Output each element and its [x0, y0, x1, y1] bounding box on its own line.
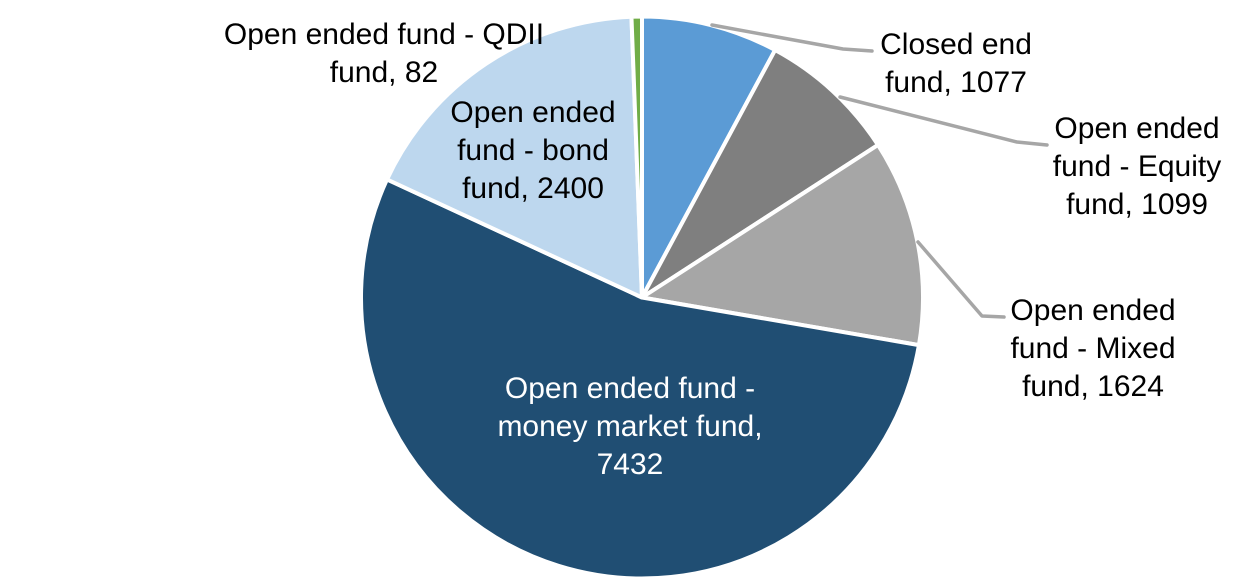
label-line: fund, 1077	[885, 66, 1027, 99]
pie-slice-bond-fund[interactable]	[385, 14, 644, 300]
label-line: Closed end	[880, 28, 1032, 61]
slice-label-money-market-fund: Open ended fund - money market fund, 743…	[497, 370, 762, 484]
slice-label-closed-end-fund: Closed end fund, 1077	[880, 26, 1032, 102]
label-line: money market fund,	[497, 410, 763, 443]
label-line: fund, 82	[329, 56, 439, 89]
leader-line-mixed-fund	[916, 240, 1006, 319]
slice-label-equity-fund: Open ended fund - Equity fund, 1099	[1053, 110, 1221, 224]
pie-slice-equity-fund[interactable]	[640, 48, 880, 300]
label-line: fund - Equity	[1052, 150, 1222, 183]
slice-label-mixed-fund: Open ended fund - Mixed fund, 1624	[1010, 292, 1175, 406]
label-line: Open ended fund -	[504, 372, 756, 405]
label-line: fund - bond	[457, 134, 609, 167]
leader-line-closed-end-fund	[710, 23, 874, 53]
pie-slice-money-market-fund[interactable]	[359, 177, 921, 581]
leader-line-equity-fund	[838, 95, 1049, 147]
pie-slice-qdii-fund[interactable]	[629, 14, 644, 300]
label-line: fund, 1624	[1022, 370, 1164, 403]
label-line: Open ended fund - QDII	[223, 18, 545, 51]
slice-label-qdii-fund: Open ended fund - QDII fund, 82	[224, 16, 544, 92]
label-line: Open ended	[450, 96, 616, 129]
label-line: Open ended	[1054, 112, 1220, 145]
label-line: fund - Mixed	[1010, 332, 1176, 365]
slice-label-bond-fund: Open ended fund - bond fund, 2400	[450, 94, 615, 208]
label-line: Open ended	[1010, 294, 1176, 327]
label-line: 7432	[596, 448, 664, 481]
label-line: fund, 1099	[1066, 188, 1208, 221]
label-line: fund, 2400	[462, 172, 604, 205]
